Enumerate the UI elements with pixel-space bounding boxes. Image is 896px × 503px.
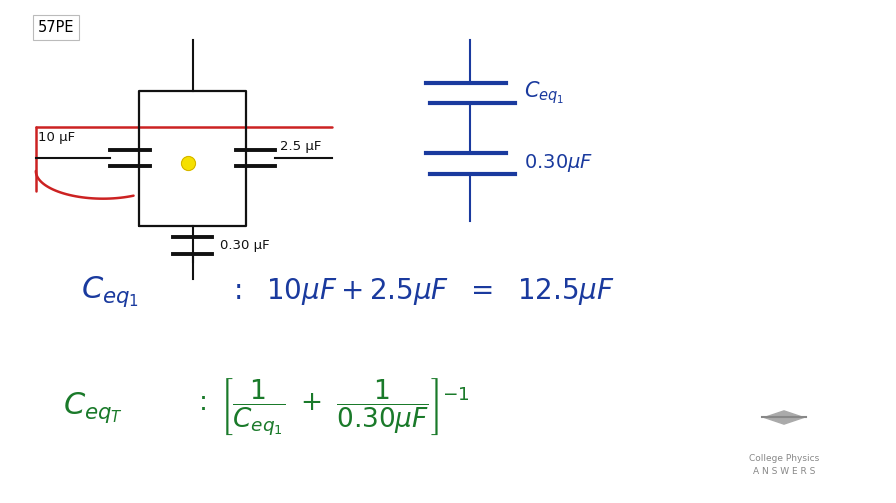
Text: $C_{eq_1}$: $C_{eq_1}$	[524, 79, 564, 107]
Text: College Physics
A N S W E R S: College Physics A N S W E R S	[749, 454, 819, 476]
Text: $0.30\mu F$: $0.30\mu F$	[524, 152, 593, 175]
Text: 10 μF: 10 μF	[38, 131, 74, 144]
Text: $C_{eq_1}$: $C_{eq_1}$	[81, 274, 139, 309]
Text: 57PE: 57PE	[38, 20, 74, 35]
Polygon shape	[764, 411, 804, 424]
Text: $:\ \left[\dfrac{1}{C_{eq_1}}\ +\ \dfrac{1}{0.30\mu F}\right]^{-1}$: $:\ \left[\dfrac{1}{C_{eq_1}}\ +\ \dfrac…	[193, 377, 470, 438]
Text: 2.5 μF: 2.5 μF	[280, 140, 321, 153]
Text: $:\ \ 10\mu F + 2.5\mu F\ \ =\ \ 12.5\mu F$: $:\ \ 10\mu F + 2.5\mu F\ \ =\ \ 12.5\mu…	[228, 276, 616, 307]
Text: 0.30 μF: 0.30 μF	[220, 239, 269, 252]
Text: $C_{eq_{T}}$: $C_{eq_{T}}$	[63, 390, 123, 425]
